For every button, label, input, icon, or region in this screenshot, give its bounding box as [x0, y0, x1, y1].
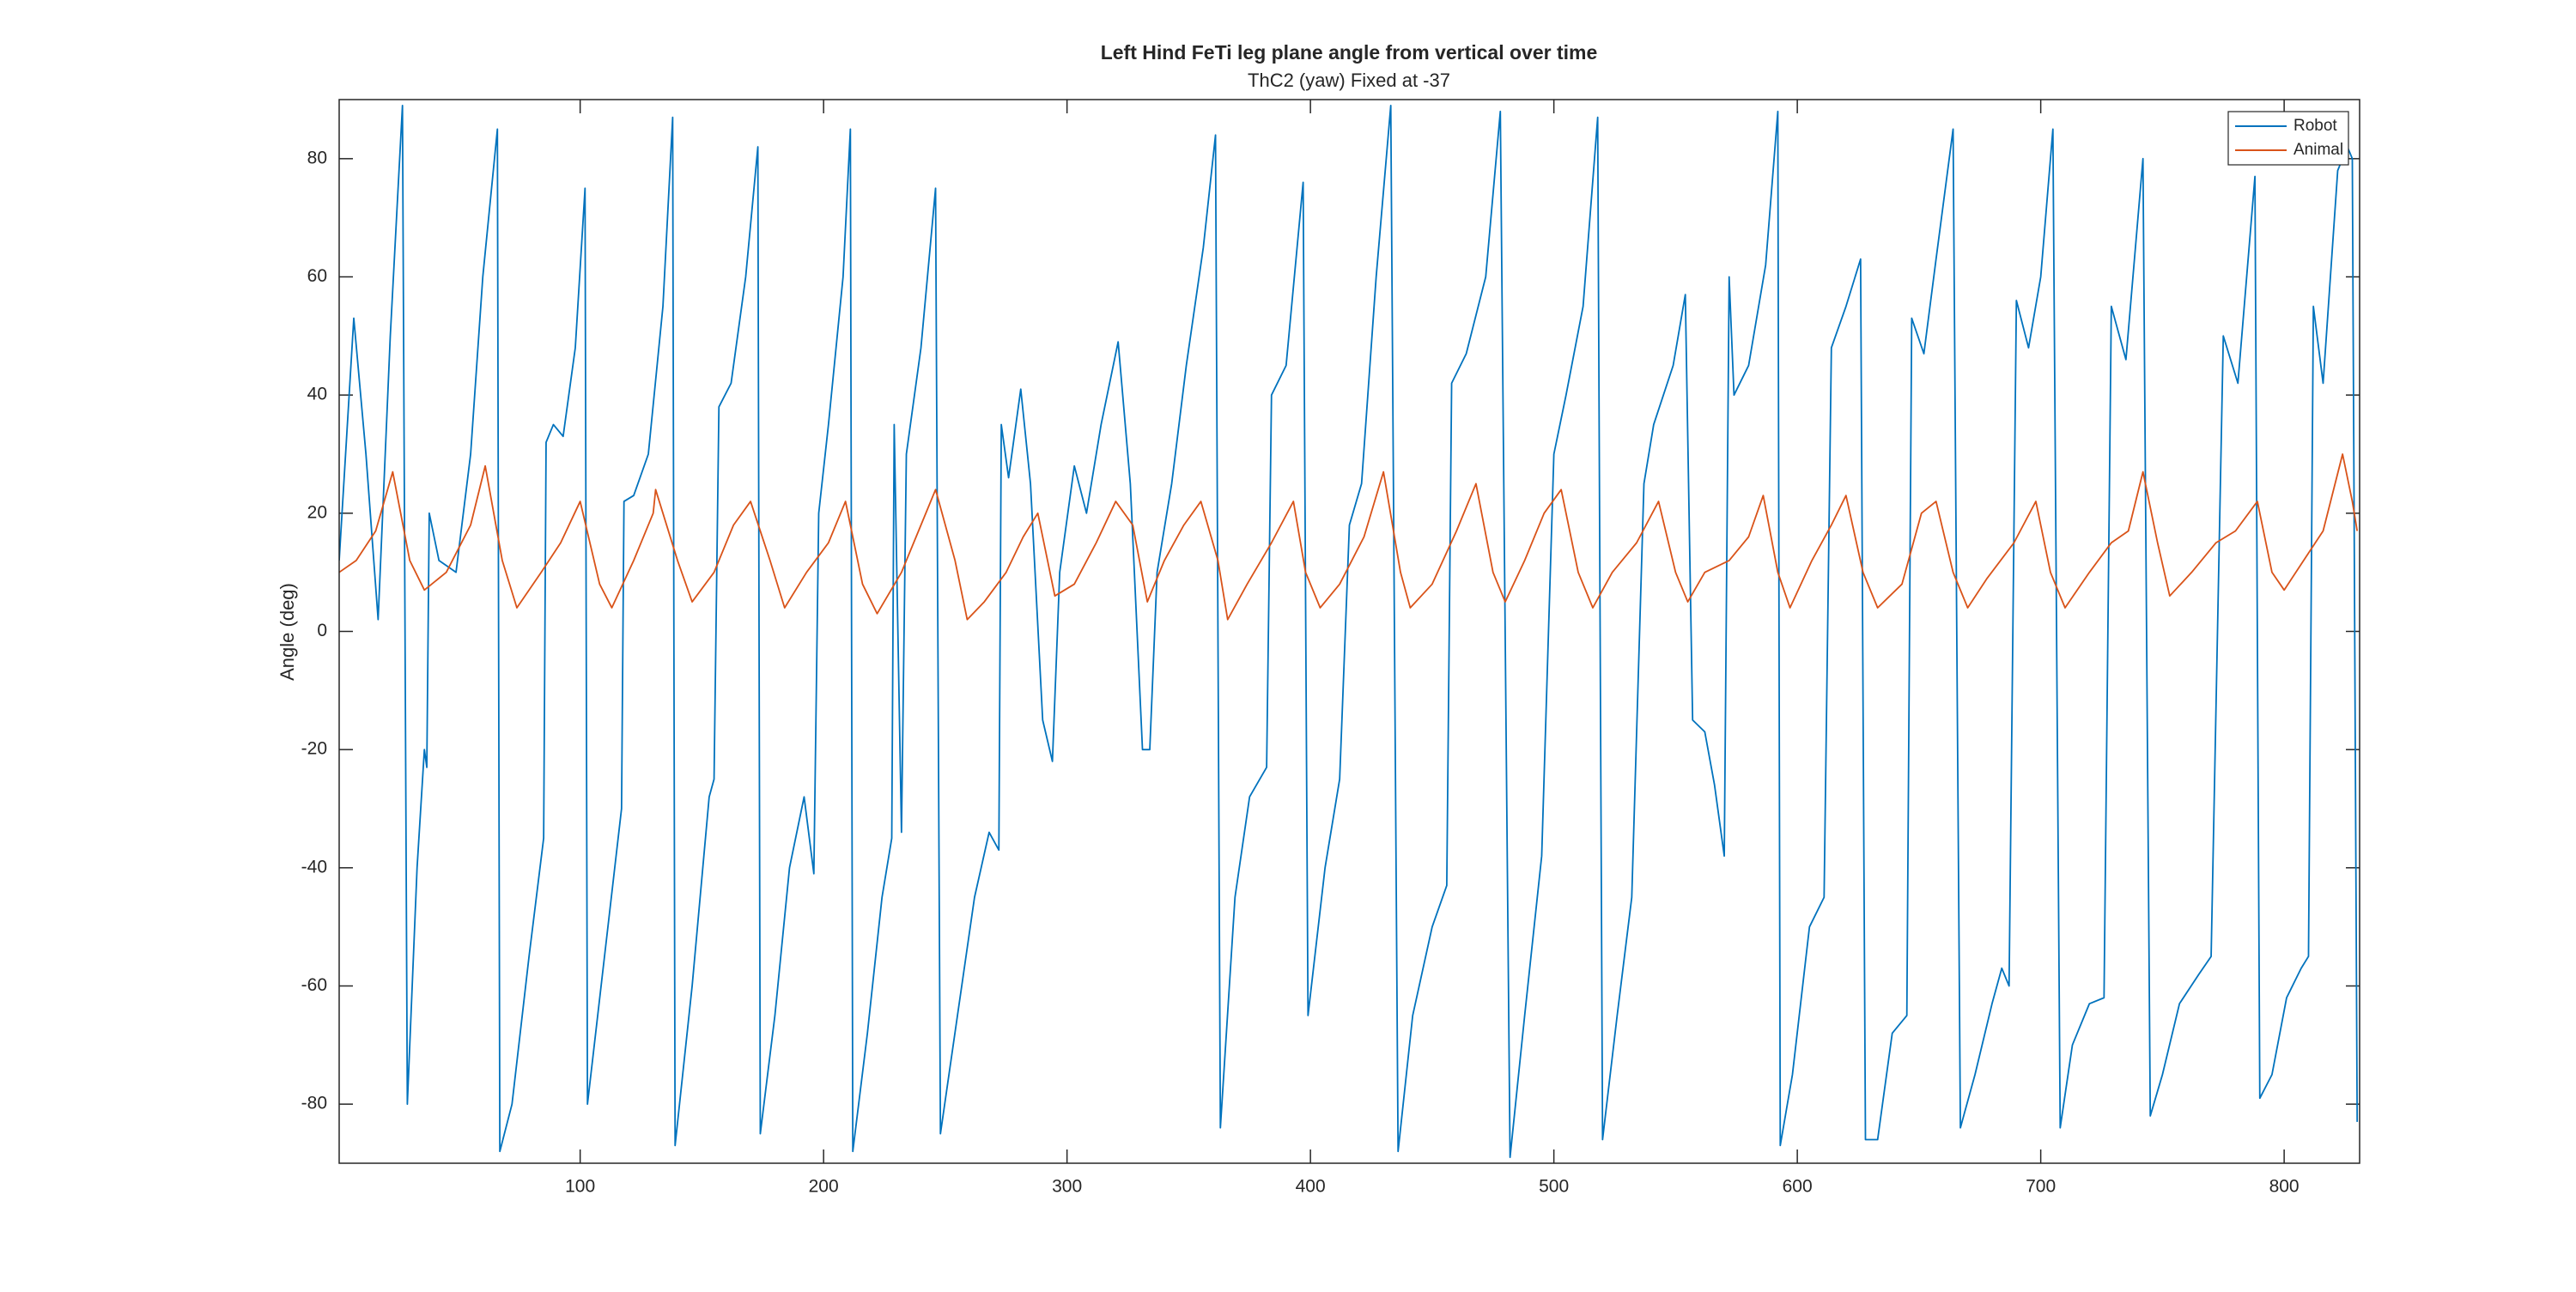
series-line [339, 453, 2359, 621]
x-tick-label: 600 [1783, 1177, 1813, 1197]
x-tick-label: 400 [1296, 1177, 1326, 1197]
x-tick-label: 700 [2026, 1177, 2056, 1197]
y-tick-label: 20 [307, 502, 327, 522]
x-tick-label: 100 [565, 1177, 595, 1197]
y-axis-label: Angle (deg) [276, 583, 298, 681]
x-tick-label: 500 [1539, 1177, 1569, 1197]
y-tick-label: 40 [307, 385, 327, 404]
y-tick-label: -80 [301, 1094, 327, 1113]
y-tick-label: -40 [301, 857, 327, 876]
series-line [339, 104, 2359, 1159]
y-tick-label: 80 [307, 148, 327, 167]
chart-subtitle: ThC2 (yaw) Fixed at -37 [1248, 70, 1450, 91]
y-tick-label: -60 [301, 975, 327, 995]
axes-box [338, 99, 2360, 1164]
x-tick-label: 800 [2269, 1177, 2300, 1197]
y-tick-label: 60 [307, 266, 327, 286]
plot-area [339, 104, 2359, 1159]
legend-box [2227, 111, 2349, 166]
y-tick-label: -20 [301, 739, 327, 759]
x-tick-label: 300 [1052, 1177, 1082, 1197]
chart-title: Left Hind FeTi leg plane angle from vert… [1101, 41, 1598, 64]
legend-label: Robot [2293, 117, 2337, 135]
y-tick-label: 0 [317, 621, 327, 640]
x-tick-label: 200 [809, 1177, 839, 1197]
legend-label: Animal [2293, 141, 2343, 159]
